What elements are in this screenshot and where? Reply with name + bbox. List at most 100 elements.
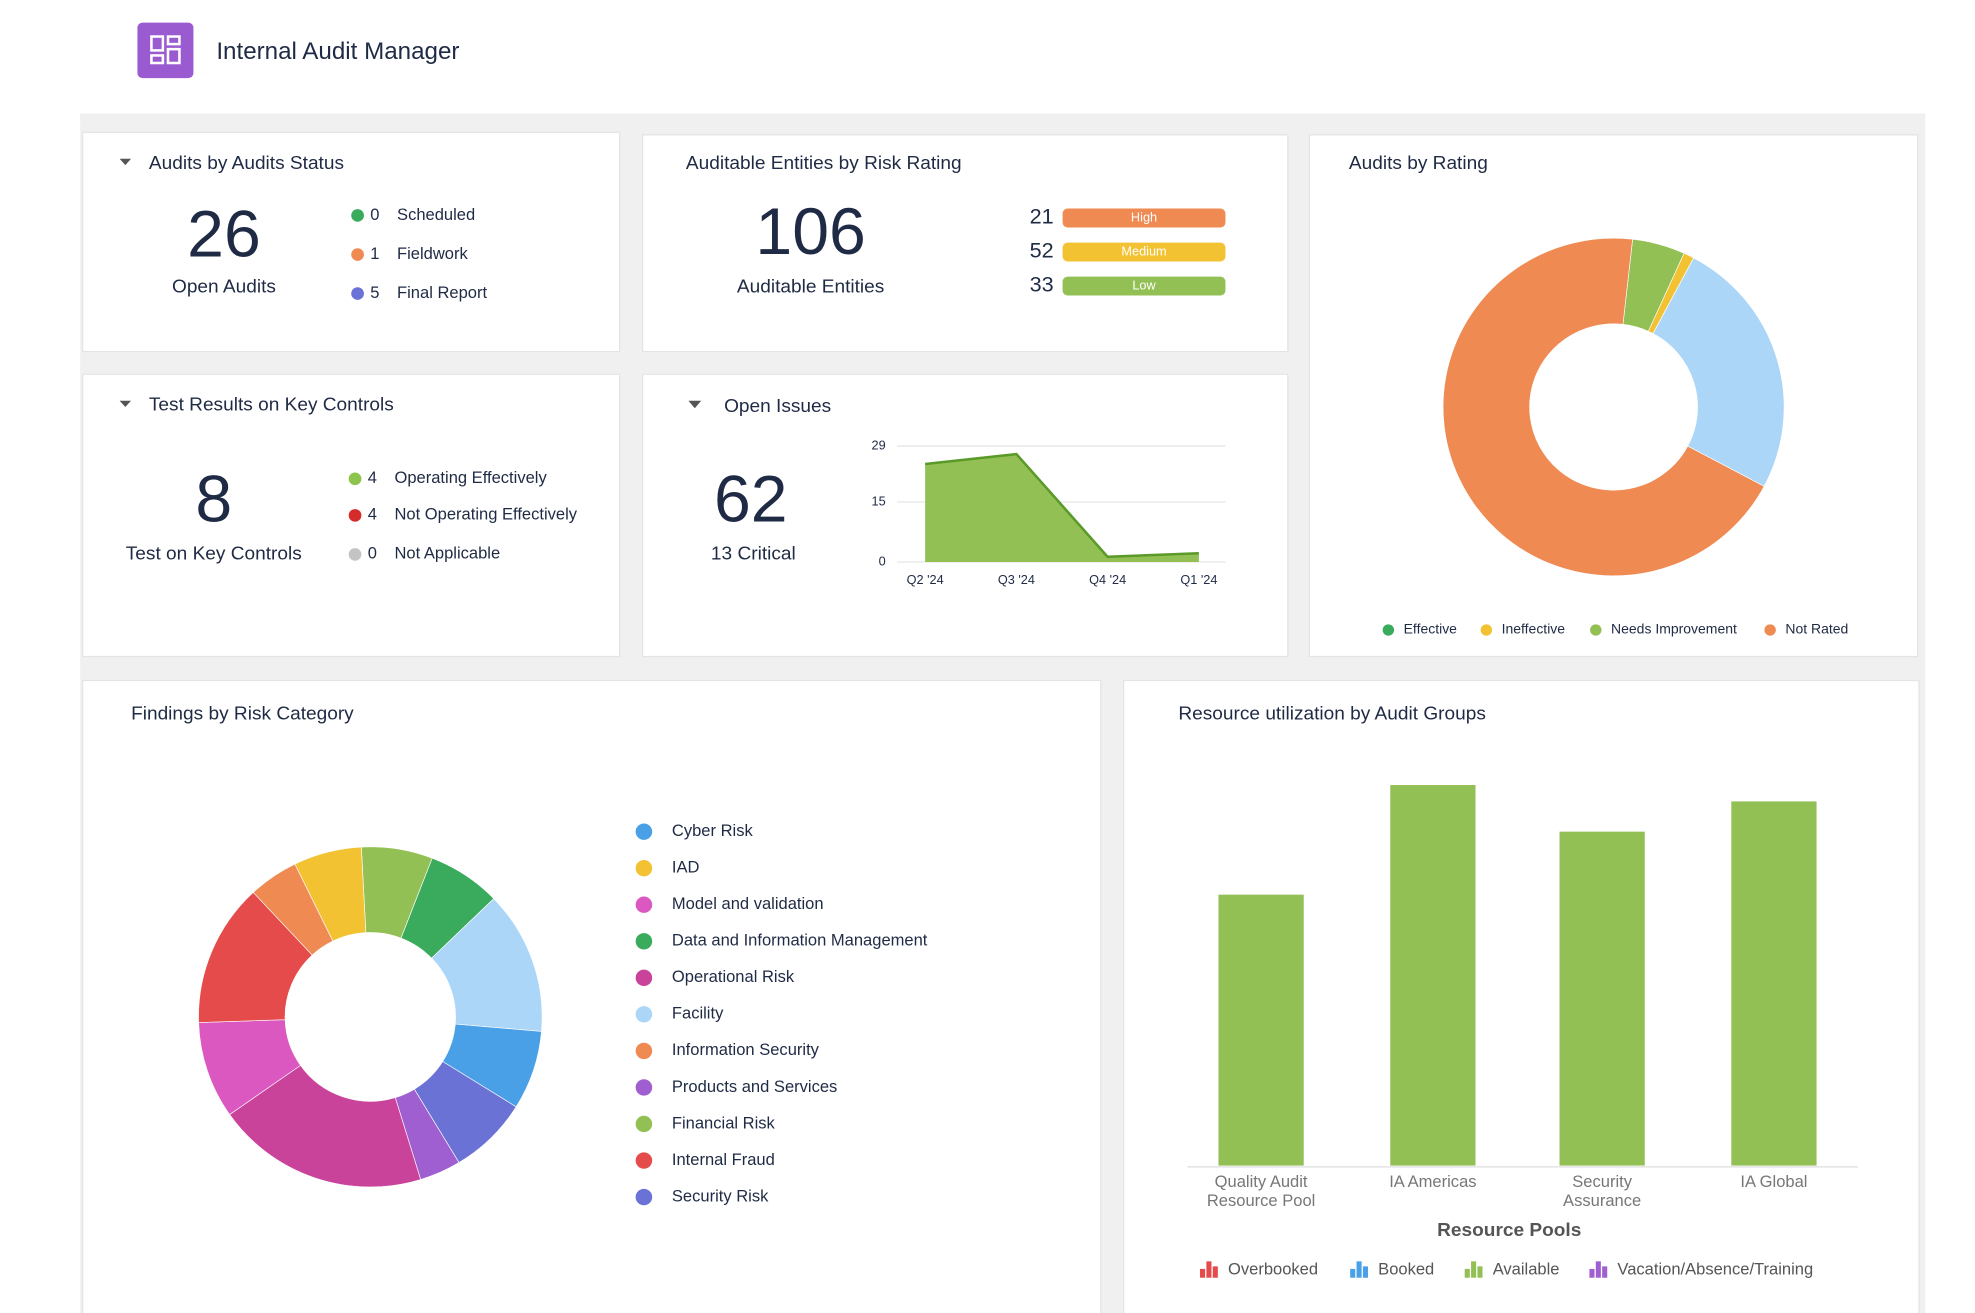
collapse-toggle[interactable] [119,158,132,166]
status-label: Operating Effectively [394,469,547,487]
legend-dot [635,1152,653,1169]
legend-label: Overbooked [1228,1261,1318,1279]
status-label: Not Operating Effectively [394,506,577,524]
status-dot [348,509,362,522]
card-title: Auditable Entities by Risk Rating [686,153,962,174]
x-tick-label: IA Americas [1389,1171,1477,1191]
legend-label: Financial Risk [672,1114,776,1132]
legend-label: IAD [672,859,700,877]
donut-slice [294,846,367,942]
donut-slice [1652,257,1785,487]
status-label: Scheduled [397,206,475,224]
x-tick-label-box: Quality Audit Resource Pool [1206,1171,1316,1210]
rating-count: 33 [1030,273,1054,297]
legend-label: Facility [672,1005,724,1023]
status-count: 5 [370,284,379,302]
legend-label: Effective [1404,621,1458,637]
x-tick-label: IA Global [1740,1171,1808,1191]
legend-icon-bar [1212,1266,1218,1278]
rating-badge [1062,276,1226,296]
card [1308,134,1919,658]
x-tick-label-box: Security Assurance [1563,1172,1641,1210]
x-tick-label-box: IA Global [1740,1171,1808,1191]
status-dot [348,548,362,561]
bar [1731,801,1817,1166]
legend-icon-bar [1200,1268,1206,1278]
rating-count: 21 [1030,205,1054,229]
legend-dot [635,1006,653,1023]
legend-icon-bar [1589,1268,1595,1278]
kpi-value: 106 [755,194,865,268]
legend-label: Information Security [672,1041,820,1059]
rating-label: Medium [1121,244,1166,258]
legend-icon-bar [1471,1261,1477,1278]
legend-dot [635,969,653,987]
status-label: Fieldwork [397,245,469,263]
legend-label: Security Risk [672,1187,769,1205]
rating-count: 52 [1030,239,1054,263]
legend-label: Data and Information Management [672,932,928,950]
area [925,454,1199,562]
legend-label: Model and validation [672,895,824,913]
legend-label: Internal Fraud [672,1151,775,1169]
x-tick-label-box: IA Americas [1389,1171,1477,1191]
kpi-label: Auditable Entities [737,276,884,297]
legend-icon-bar [1602,1266,1608,1278]
app-title: Internal Audit Manager [216,38,459,65]
status-count: 4 [368,506,377,524]
card-title: Open Issues [724,396,831,417]
legend-dot [1480,624,1493,636]
legend-label: Operational Risk [672,968,795,986]
legend-icon [1350,1261,1368,1278]
legend-label: Cyber Risk [672,822,754,840]
card [82,131,621,353]
legend-label: Not Rated [1785,621,1848,637]
rating-badge [1062,208,1226,228]
legend-icon [1589,1261,1608,1278]
y-tick-label: 0 [879,554,886,568]
status-dot [351,287,364,300]
status-dot [348,472,362,486]
card-title: Audits by Rating [1349,153,1488,174]
y-tick-label: 29 [872,438,886,452]
legend-icon-bar [1206,1261,1212,1278]
kpi-value: 26 [187,197,261,271]
x-tick-label: Quality Audit Resource Pool [1206,1171,1316,1210]
legend-dot [635,823,653,840]
collapse-toggle[interactable] [119,400,132,408]
legend-label: Needs Improvement [1611,621,1737,637]
status-dot [351,209,364,222]
bar [1218,894,1304,1166]
legend-dot [635,1079,653,1096]
kpi-label: Test on Key Controls [126,544,302,565]
donut-slice [1622,238,1685,332]
status-label: Not Applicable [394,545,500,563]
status-dot [351,248,364,261]
card-title: Findings by Risk Category [131,704,354,725]
y-tick-label: 15 [872,494,886,508]
legend-icon-bar [1464,1268,1470,1278]
card-title: Resource utilization by Audit Groups [1178,704,1486,725]
card-title: Audits by Audits Status [149,153,344,174]
legend-label: Vacation/Absence/Training [1617,1261,1813,1279]
legend-icon-bar [1362,1266,1368,1278]
bar [1390,785,1476,1166]
kpi-label: 13 Critical [711,544,796,565]
legend-dot [1764,624,1776,636]
legend-dot [635,1042,653,1060]
legend-dot [635,1188,653,1206]
legend-label: Booked [1378,1261,1434,1279]
legend-dot [635,896,653,913]
legend-icon-bar [1356,1261,1362,1278]
donut-slice [229,1064,422,1188]
x-tick-label: Q4 '24 [1089,573,1126,587]
status-count: 4 [368,469,377,487]
card-title: Test Results on Key Controls [149,395,394,416]
legend-icon [1200,1261,1218,1278]
collapse-toggle[interactable] [688,400,702,409]
kpi-value: 8 [195,462,232,536]
legend-icon-bar [1595,1261,1601,1278]
status-count: 0 [368,545,377,563]
donut-slice [1442,237,1765,577]
rating-label: High [1131,210,1157,224]
